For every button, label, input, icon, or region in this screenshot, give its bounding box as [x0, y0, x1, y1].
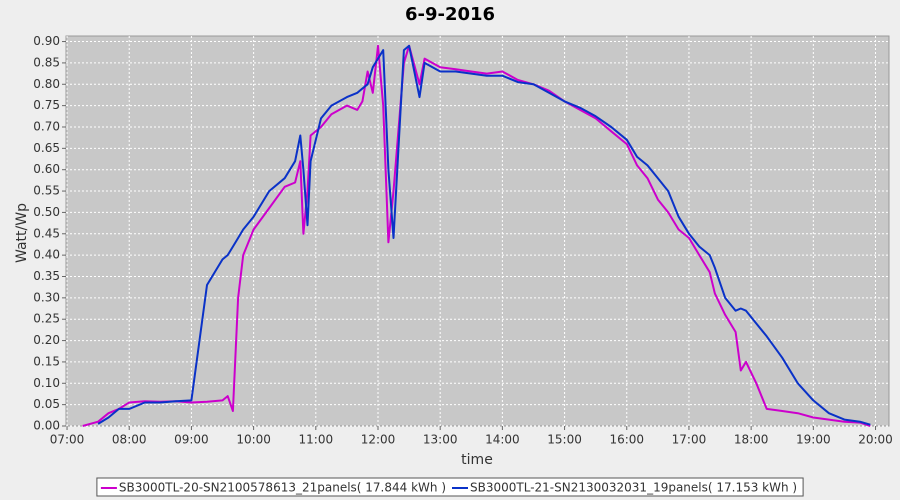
y-tick-label: 0.75 — [33, 98, 60, 112]
series-line — [97, 44, 871, 426]
plot-area — [65, 35, 890, 427]
x-tick-label: 08:00 — [112, 433, 147, 447]
x-tick-label: 20:00 — [858, 433, 893, 447]
x-tick-label: 14:00 — [485, 433, 520, 447]
y-tick-label: 0.15 — [33, 354, 60, 368]
y-tick-label: 0.55 — [33, 184, 60, 198]
x-tick-label: 16:00 — [609, 433, 644, 447]
x-tick-label: 15:00 — [547, 433, 582, 447]
y-tick-label: 0.85 — [33, 55, 60, 69]
legend-label: SB3000TL-21-SN2130032031_19panels( 17.15… — [470, 481, 797, 495]
y-tick-label: 0.20 — [33, 333, 60, 347]
y-axis-label: Watt/Wp — [14, 203, 30, 263]
y-tick-label: 0.35 — [33, 269, 60, 283]
y-tick-label: 0.40 — [33, 248, 60, 262]
y-tick-label: 0.70 — [33, 119, 60, 133]
x-tick-label: 09:00 — [174, 433, 209, 447]
y-tick-label: 0.10 — [33, 376, 60, 390]
y-tick-label: 0.60 — [33, 162, 60, 176]
x-tick-label: 11:00 — [299, 433, 334, 447]
y-tick-label: 0.65 — [33, 141, 60, 155]
y-tick-label: 0.50 — [33, 205, 60, 219]
y-tick-label: 0.90 — [33, 34, 60, 48]
y-tick-label: 0.80 — [33, 77, 60, 91]
x-tick-label: 19:00 — [796, 433, 831, 447]
x-tick-label: 13:00 — [423, 433, 458, 447]
x-tick-label: 07:00 — [50, 433, 85, 447]
y-tick-label: 0.30 — [33, 290, 60, 304]
legend: SB3000TL-20-SN2100578613_21panels( 17.84… — [96, 477, 804, 497]
y-tick-label: 0.25 — [33, 312, 60, 326]
y-tick-label: 0.00 — [33, 419, 60, 433]
x-axis-label: time — [461, 452, 493, 468]
x-tick-label: 18:00 — [734, 433, 769, 447]
x-tick-label: 12:00 — [361, 433, 396, 447]
y-tick-label: 0.05 — [33, 397, 60, 411]
x-tick-label: 17:00 — [672, 433, 707, 447]
x-tick-label: 10:00 — [236, 433, 271, 447]
chart-title: 6-9-2016 — [405, 4, 495, 25]
legend-box — [96, 477, 804, 497]
y-tick-label: 0.45 — [33, 226, 60, 240]
legend-label: SB3000TL-20-SN2100578613_21panels( 17.84… — [119, 481, 446, 495]
series-line — [82, 44, 871, 427]
